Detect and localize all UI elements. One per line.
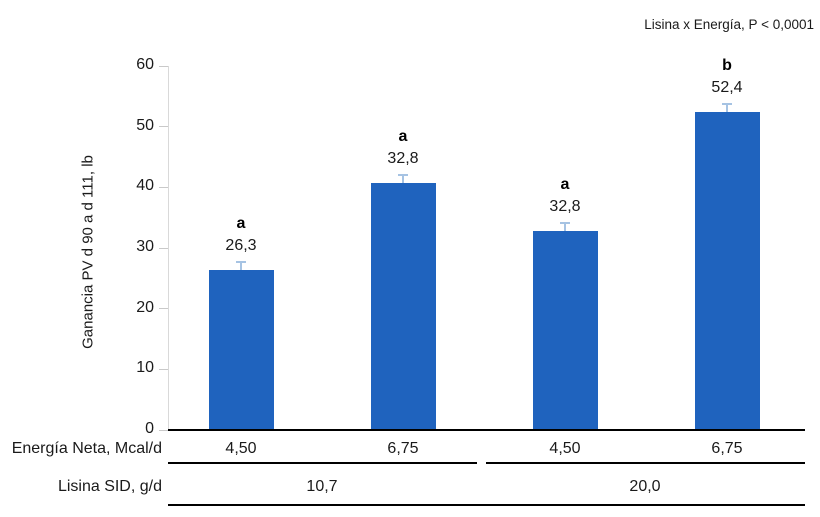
y-tick-mark <box>159 247 168 249</box>
y-tick-mark <box>159 65 168 67</box>
y-tick-mark <box>159 368 168 370</box>
y-tick-label: 20 <box>136 298 154 316</box>
lisina-sid-value: 20,0 <box>629 478 661 495</box>
energia-neta-value: 6,75 <box>387 440 419 457</box>
error-bar-cap <box>560 222 570 224</box>
bar-value-label: 52,4 <box>711 79 743 97</box>
error-bar-stem <box>726 104 728 113</box>
energia-neta-value: 4,50 <box>549 440 581 457</box>
bar <box>532 231 598 429</box>
bar-value-label: 26,3 <box>225 237 257 255</box>
y-tick-label: 30 <box>136 238 154 255</box>
energia-row-separator-group1 <box>168 462 477 464</box>
energia-neta-row-label: Energía Neta, Mcal/d <box>11 440 162 457</box>
error-bar-cap <box>236 261 246 264</box>
bar <box>370 183 436 429</box>
y-tick-mark <box>159 429 168 431</box>
y-tick-label: 40 <box>136 177 154 195</box>
significance-letter: a <box>398 128 408 146</box>
y-tick-label: 10 <box>136 359 154 377</box>
energia-row-separator-group2 <box>486 462 805 464</box>
lisina-sid-row-label: Lisina SID, g/d <box>57 478 162 495</box>
significance-letter: b <box>722 57 732 75</box>
significance-letter: a <box>236 215 246 233</box>
lisina-sid-value: 10,7 <box>306 478 338 495</box>
lisina-row-separator <box>168 504 805 506</box>
bar-value-label: 32,8 <box>387 150 419 168</box>
y-tick-label: 50 <box>136 116 154 134</box>
energia-neta-value: 6,75 <box>711 440 743 457</box>
significance-letter: a <box>560 176 570 193</box>
bar-value-label: 32,8 <box>549 198 581 215</box>
y-tick-label: 60 <box>136 56 154 73</box>
error-bar-stem <box>564 223 566 231</box>
y-tick-mark <box>159 308 168 310</box>
bar <box>208 270 274 429</box>
energia-neta-value: 4,50 <box>225 440 257 457</box>
y-tick-label: 0 <box>145 420 154 437</box>
error-bar-cap <box>398 174 408 177</box>
error-bar-stem <box>240 262 242 271</box>
x-axis-line <box>168 429 805 431</box>
y-tick-mark <box>159 186 168 188</box>
y-axis-line <box>168 66 169 430</box>
y-axis-title: Ganancia PV d 90 a d 111, lb <box>79 155 97 349</box>
y-tick-mark <box>159 126 168 128</box>
bar <box>694 112 760 429</box>
error-bar-cap <box>722 103 732 106</box>
pvalue-annotation: Lisina x Energía, P < 0,0001 <box>644 17 814 32</box>
error-bar-stem <box>402 175 404 184</box>
